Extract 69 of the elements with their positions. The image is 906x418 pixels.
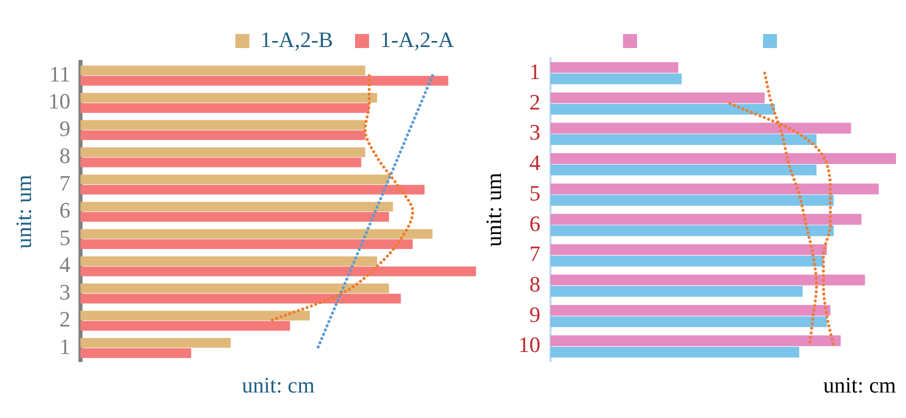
y-tick-label: 9 [529,302,540,327]
bar [80,103,370,113]
bar [80,239,413,249]
bar [550,122,852,134]
y-tick-label: 5 [529,180,540,206]
bar [550,346,800,358]
bar [550,164,817,176]
bar [80,321,290,331]
bar [80,147,366,158]
y-tick-label: 10 [518,332,540,358]
bar [80,294,401,304]
y-tick-label: 2 [59,306,70,332]
y-tick-label: 3 [59,279,70,304]
bar [550,335,841,346]
bar [80,266,476,276]
y-tick-label: 9 [59,116,70,141]
y-tick-label: 10 [48,88,70,114]
bar [80,338,231,348]
y-tick-label: 1 [529,58,540,84]
bar [80,184,425,195]
y-tick-label: 8 [529,271,540,296]
bar [550,62,678,73]
y-tick-label: 4 [529,150,540,176]
bar [550,286,803,297]
bar [550,134,817,145]
bar [550,104,776,115]
bar [80,158,362,168]
bar [550,184,879,194]
x-axis-title: unit: cm [242,372,315,398]
bar [550,153,896,164]
bar [80,256,378,266]
bar [80,174,389,184]
x-axis-title: unit: cm [823,372,896,398]
legend-label: 1-A,2-B [260,26,334,52]
bar [80,284,389,294]
y-axis-title: unit: um [480,172,506,247]
bar [550,73,682,84]
y-tick-label: 11 [49,61,70,86]
y-tick-label: 4 [59,252,70,278]
bar [550,225,834,236]
bar [550,244,827,256]
bar [80,229,432,239]
y-axis-title: unit: um [10,174,36,249]
bar [80,76,448,86]
bar [550,316,827,328]
y-tick-label: 5 [59,224,70,250]
y-tick-label: 1 [59,334,70,359]
y-tick-label: 7 [529,241,540,266]
bar [80,202,393,212]
bar [80,310,310,320]
legend-label: 1-A,2-A [380,26,454,52]
bar [80,212,389,222]
bar [550,274,865,286]
y-tick-label: 6 [59,198,70,223]
bar [80,92,378,103]
bar [550,256,824,266]
bar [550,194,834,206]
y-tick-label: 2 [529,89,540,114]
bar [80,120,366,130]
bar [80,66,366,76]
y-tick-label: 6 [529,210,540,236]
bar [550,92,765,104]
bar [550,304,830,316]
bar [80,130,366,140]
y-tick-label: 7 [59,170,70,196]
bar [80,348,192,358]
bar [550,214,862,225]
y-tick-label: 8 [59,143,70,168]
y-tick-label: 3 [529,120,540,145]
